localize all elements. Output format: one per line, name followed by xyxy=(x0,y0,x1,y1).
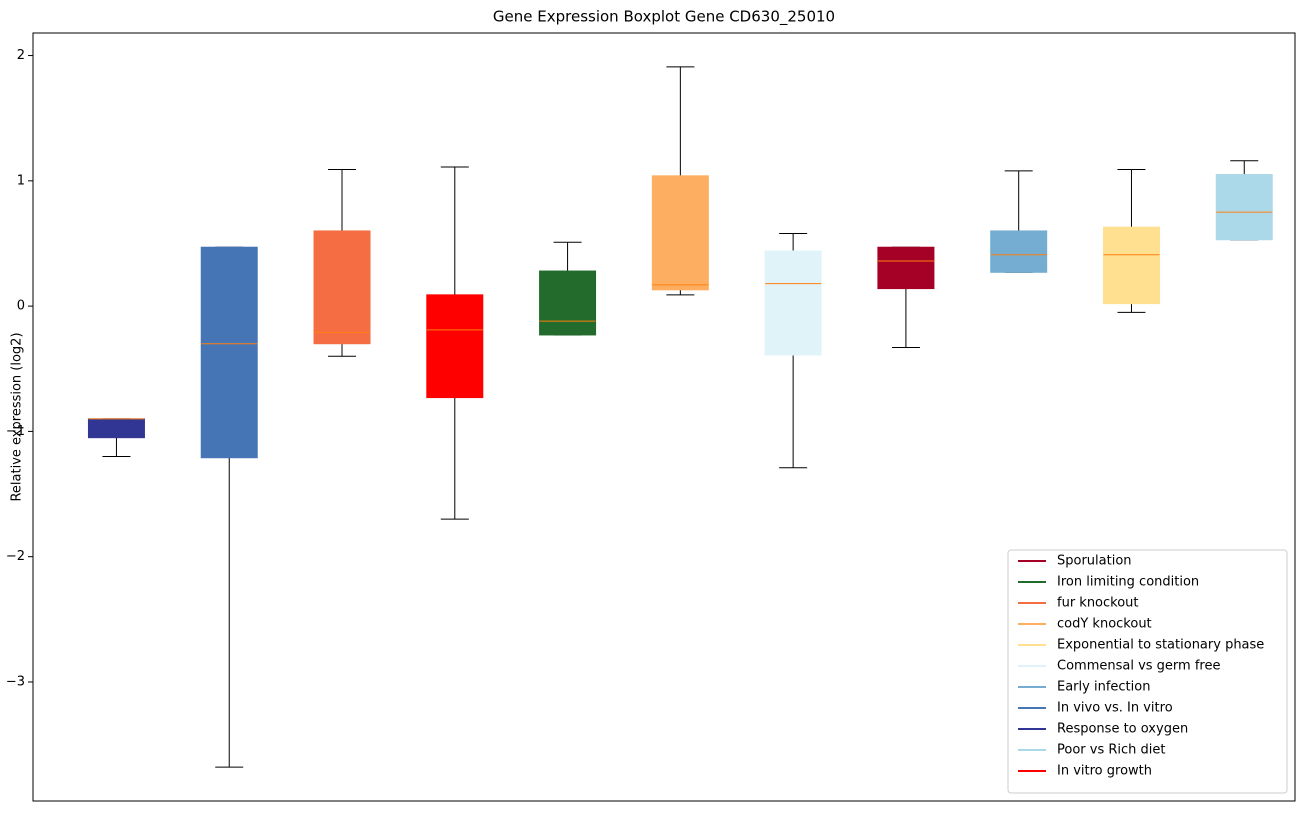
legend-label: Poor vs Rich diet xyxy=(1057,743,1165,758)
legend-label: Sporulation xyxy=(1057,554,1132,569)
legend-box xyxy=(1007,549,1288,794)
legend-label: Exponential to stationary phase xyxy=(1057,638,1264,653)
box xyxy=(764,250,822,356)
plot-frame xyxy=(32,32,1296,802)
box xyxy=(87,418,145,439)
chart-title: Gene Expression Boxplot Gene CD630_25010 xyxy=(493,8,835,27)
y-tick-label: −1 xyxy=(6,424,25,439)
y-tick-label: −3 xyxy=(6,674,25,689)
y-tick-label: 1 xyxy=(17,173,25,188)
box xyxy=(426,294,484,399)
box xyxy=(651,175,709,291)
box xyxy=(990,230,1048,273)
box xyxy=(1215,174,1273,241)
legend-label: In vivo vs. In vitro xyxy=(1057,701,1173,716)
box xyxy=(539,270,597,336)
legend-label: Iron limiting condition xyxy=(1057,575,1199,590)
box xyxy=(200,246,258,459)
legend-label: Commensal vs germ free xyxy=(1057,659,1220,674)
y-tick-label: 2 xyxy=(17,48,25,63)
legend-label: Response to oxygen xyxy=(1057,722,1188,737)
box xyxy=(877,246,935,290)
box xyxy=(313,230,371,345)
y-axis-label: Relative expression (log2) xyxy=(10,332,25,501)
legend-label: codY knockout xyxy=(1057,617,1152,632)
legend-label: Early infection xyxy=(1057,680,1150,695)
box xyxy=(1102,226,1160,305)
y-tick-label: 0 xyxy=(17,299,25,314)
legend-label: In vitro growth xyxy=(1057,764,1152,779)
y-tick-label: −2 xyxy=(6,549,25,564)
legend-label: fur knockout xyxy=(1057,596,1139,611)
